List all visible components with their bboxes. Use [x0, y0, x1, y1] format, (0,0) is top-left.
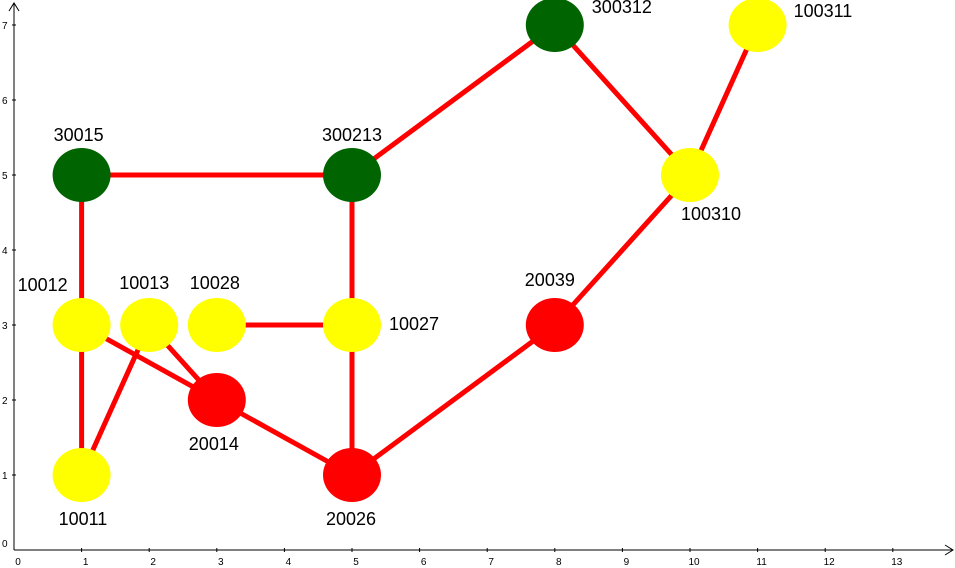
node-label-10027: 10027 [389, 314, 439, 334]
y-tick-label: 1 [2, 471, 8, 482]
x-tick-label: 6 [421, 557, 427, 568]
y-ticks: 1 2 3 4 5 6 7 0 [2, 21, 16, 550]
x-tick-label: 9 [624, 557, 630, 568]
node-label-300312: 300312 [592, 0, 652, 17]
node-label-100310: 100310 [681, 204, 741, 224]
node-label-300213: 300213 [322, 125, 382, 145]
y-axis-arrow [8, 2, 20, 12]
edge-10013-10011 [79, 322, 152, 478]
x-tick-label: 11 [756, 557, 767, 568]
edge-20039-20026 [349, 322, 558, 478]
node-10028 [187, 298, 246, 352]
x-tick-label: 8 [556, 557, 562, 568]
edges [79, 22, 761, 478]
x-tick-label: 7 [488, 557, 494, 568]
node-label-10012: 10012 [18, 275, 68, 295]
edge-100311-100310 [687, 22, 761, 178]
y-tick-label: 3 [2, 321, 8, 332]
node-labels: 30015 300213 300312 100311 100310 10012 10013 1… [18, 0, 853, 529]
node-label-30015: 30015 [54, 125, 104, 145]
x-tick-label: 0 [15, 557, 21, 568]
x-tick-label: 4 [286, 557, 292, 568]
node-label-100311: 100311 [794, 1, 853, 21]
x-tick-label: 5 [353, 557, 359, 568]
x-tick-label: 10 [688, 557, 700, 568]
x-axis-arrow [944, 544, 954, 556]
y-tick-label: 4 [2, 246, 8, 257]
x-tick-label: 12 [824, 557, 836, 568]
x-tick-label: 3 [218, 557, 224, 568]
nodes [52, 0, 787, 502]
node-20026 [323, 448, 381, 502]
x-tick-label: 2 [150, 557, 156, 568]
node-20014 [187, 373, 246, 427]
node-100310 [661, 148, 719, 202]
node-label-20039: 20039 [525, 270, 575, 290]
node-label-20026: 20026 [326, 509, 376, 529]
x-tick-label: 1 [83, 557, 89, 568]
node-label-10028: 10028 [190, 273, 240, 293]
edge-100310-20039 [552, 172, 693, 328]
y-tick-label: 6 [2, 96, 8, 107]
node-10027 [323, 298, 381, 352]
node-label-10011: 10011 [59, 509, 108, 529]
node-label-10013: 10013 [119, 273, 169, 293]
node-10012 [52, 298, 111, 352]
edge-300312-100310 [552, 22, 693, 178]
y-tick-label: 2 [2, 396, 8, 407]
node-label-20014: 20014 [189, 434, 239, 454]
edge-300213-300312 [349, 22, 558, 178]
x-tick-label: 13 [891, 557, 903, 568]
node-10013 [120, 298, 179, 352]
origin-label: 0 [2, 539, 8, 550]
node-10011 [52, 448, 111, 502]
y-tick-label: 5 [2, 171, 8, 182]
node-30015 [52, 148, 111, 202]
y-tick-label: 7 [2, 21, 8, 32]
x-ticks: 0 1 2 3 4 5 6 7 8 9 10 11 12 13 [15, 548, 903, 568]
node-300213 [323, 148, 381, 202]
node-20039 [525, 298, 584, 352]
node-300312 [525, 0, 584, 52]
node-100311 [728, 0, 787, 52]
